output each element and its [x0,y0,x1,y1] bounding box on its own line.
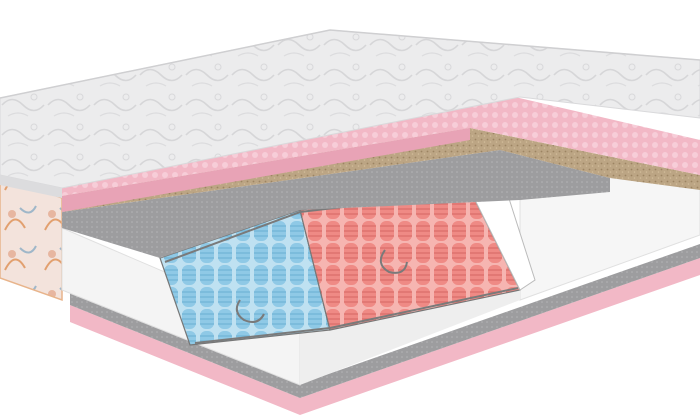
bottom-pink-foam-edge [70,258,700,415]
spring-wire-frame [164,191,519,344]
bottom-felt-layer [70,244,700,398]
quilted-cover-front-edge [0,175,62,198]
pink-eggcrate-foam-edge [62,128,470,212]
felt-layer [62,150,610,258]
pink-eggcrate-foam-layer [62,97,700,196]
cover-seam-line [0,29,700,99]
coconut-coir-layer [62,128,700,212]
